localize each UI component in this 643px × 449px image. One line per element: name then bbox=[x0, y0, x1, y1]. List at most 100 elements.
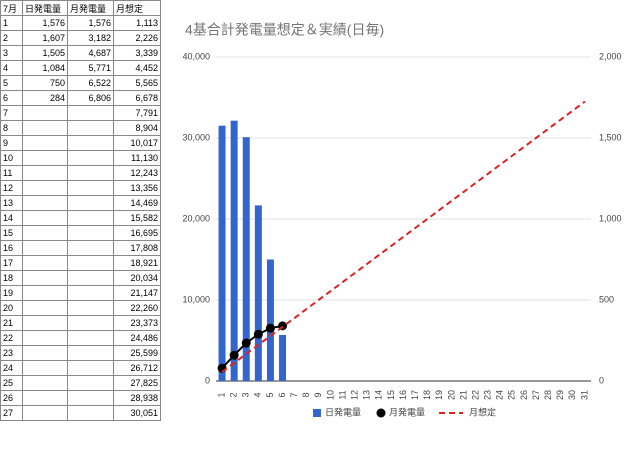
table-cell[interactable]: 23,373 bbox=[113, 315, 161, 331]
table-cell[interactable]: 12 bbox=[0, 180, 23, 196]
table-cell[interactable]: 5,565 bbox=[113, 75, 161, 91]
table-cell[interactable]: 26,712 bbox=[113, 360, 161, 376]
table-cell[interactable] bbox=[22, 315, 68, 331]
table-cell[interactable]: 18 bbox=[0, 270, 23, 286]
table-cell[interactable] bbox=[67, 135, 114, 151]
table-cell[interactable]: 12,243 bbox=[113, 165, 161, 181]
table-cell[interactable]: 15 bbox=[0, 225, 23, 241]
table-cell[interactable] bbox=[67, 195, 114, 211]
table-cell[interactable] bbox=[22, 180, 68, 196]
table-cell[interactable]: 1 bbox=[0, 15, 23, 31]
table-cell[interactable]: 3 bbox=[0, 45, 23, 61]
table-cell[interactable] bbox=[67, 345, 114, 361]
table-cell[interactable] bbox=[22, 135, 68, 151]
table-cell[interactable]: 11 bbox=[0, 165, 23, 181]
table-cell[interactable] bbox=[22, 405, 68, 421]
table-cell[interactable] bbox=[22, 150, 68, 166]
table-cell[interactable]: 27 bbox=[0, 405, 23, 421]
table-cell[interactable] bbox=[22, 270, 68, 286]
table-cell[interactable] bbox=[67, 240, 114, 256]
table-cell[interactable]: 14 bbox=[0, 210, 23, 226]
table-cell[interactable]: 6,678 bbox=[113, 90, 161, 106]
table-cell[interactable]: 2 bbox=[0, 30, 23, 46]
table-cell[interactable]: 7 bbox=[0, 105, 23, 121]
table-cell[interactable]: 3,339 bbox=[113, 45, 161, 61]
table-cell[interactable] bbox=[67, 315, 114, 331]
table-cell[interactable]: 3,182 bbox=[67, 30, 114, 46]
table-cell[interactable]: 25,599 bbox=[113, 345, 161, 361]
table-cell[interactable]: 28,938 bbox=[113, 390, 161, 406]
table-cell[interactable]: 23 bbox=[0, 345, 23, 361]
table-cell[interactable] bbox=[22, 210, 68, 226]
table-cell[interactable]: 13 bbox=[0, 195, 23, 211]
table-cell[interactable]: 17 bbox=[0, 255, 23, 271]
table-cell[interactable]: 21 bbox=[0, 315, 23, 331]
table-cell[interactable]: 20 bbox=[0, 300, 23, 316]
header-cell[interactable]: 月想定 bbox=[113, 0, 161, 16]
table-cell[interactable]: 2,226 bbox=[113, 30, 161, 46]
table-cell[interactable] bbox=[67, 330, 114, 346]
table-cell[interactable] bbox=[67, 165, 114, 181]
table-cell[interactable] bbox=[22, 105, 68, 121]
table-cell[interactable]: 19 bbox=[0, 285, 23, 301]
table-cell[interactable] bbox=[22, 375, 68, 391]
table-cell[interactable] bbox=[67, 210, 114, 226]
table-cell[interactable] bbox=[67, 120, 114, 136]
table-cell[interactable]: 6 bbox=[0, 90, 23, 106]
table-cell[interactable]: 20,034 bbox=[113, 270, 161, 286]
table-cell[interactable]: 1,576 bbox=[67, 15, 114, 31]
table-cell[interactable] bbox=[22, 345, 68, 361]
table-cell[interactable]: 11,130 bbox=[113, 150, 161, 166]
table-cell[interactable]: 1,607 bbox=[22, 30, 68, 46]
table-cell[interactable]: 18,921 bbox=[113, 255, 161, 271]
table-cell[interactable] bbox=[67, 255, 114, 271]
table-cell[interactable]: 14,469 bbox=[113, 195, 161, 211]
table-cell[interactable] bbox=[67, 405, 114, 421]
table-cell[interactable]: 27,825 bbox=[113, 375, 161, 391]
table-cell[interactable] bbox=[67, 180, 114, 196]
table-cell[interactable] bbox=[67, 285, 114, 301]
table-cell[interactable]: 7,791 bbox=[113, 105, 161, 121]
table-cell[interactable] bbox=[67, 375, 114, 391]
table-cell[interactable]: 8 bbox=[0, 120, 23, 136]
table-cell[interactable]: 6,522 bbox=[67, 75, 114, 91]
header-cell[interactable]: 日発電量 bbox=[22, 0, 68, 16]
table-cell[interactable]: 1,113 bbox=[113, 15, 161, 31]
table-cell[interactable]: 26 bbox=[0, 390, 23, 406]
table-cell[interactable] bbox=[67, 390, 114, 406]
table-cell[interactable] bbox=[22, 390, 68, 406]
table-cell[interactable]: 4,687 bbox=[67, 45, 114, 61]
table-cell[interactable]: 6,806 bbox=[67, 90, 114, 106]
table-cell[interactable]: 8,904 bbox=[113, 120, 161, 136]
table-cell[interactable]: 4,452 bbox=[113, 60, 161, 76]
table-cell[interactable]: 284 bbox=[22, 90, 68, 106]
table-cell[interactable]: 1,576 bbox=[22, 15, 68, 31]
header-cell[interactable]: 月発電量 bbox=[67, 0, 114, 16]
table-cell[interactable] bbox=[22, 225, 68, 241]
table-cell[interactable]: 10 bbox=[0, 150, 23, 166]
table-cell[interactable] bbox=[22, 240, 68, 256]
table-cell[interactable]: 15,582 bbox=[113, 210, 161, 226]
table-cell[interactable]: 16 bbox=[0, 240, 23, 256]
table-cell[interactable]: 1,084 bbox=[22, 60, 68, 76]
table-cell[interactable] bbox=[22, 165, 68, 181]
table-cell[interactable] bbox=[22, 255, 68, 271]
table-cell[interactable] bbox=[67, 105, 114, 121]
table-cell[interactable]: 1,505 bbox=[22, 45, 68, 61]
table-cell[interactable] bbox=[22, 360, 68, 376]
table-cell[interactable]: 9 bbox=[0, 135, 23, 151]
table-cell[interactable] bbox=[67, 270, 114, 286]
table-cell[interactable]: 13,356 bbox=[113, 180, 161, 196]
table-cell[interactable] bbox=[22, 300, 68, 316]
table-cell[interactable] bbox=[22, 120, 68, 136]
table-cell[interactable]: 30,051 bbox=[113, 405, 161, 421]
table-cell[interactable] bbox=[22, 285, 68, 301]
table-cell[interactable]: 22,260 bbox=[113, 300, 161, 316]
table-cell[interactable]: 25 bbox=[0, 375, 23, 391]
table-cell[interactable]: 16,695 bbox=[113, 225, 161, 241]
table-cell[interactable] bbox=[67, 360, 114, 376]
table-cell[interactable]: 5 bbox=[0, 75, 23, 91]
table-cell[interactable]: 5,771 bbox=[67, 60, 114, 76]
table-cell[interactable]: 17,808 bbox=[113, 240, 161, 256]
table-cell[interactable] bbox=[22, 330, 68, 346]
